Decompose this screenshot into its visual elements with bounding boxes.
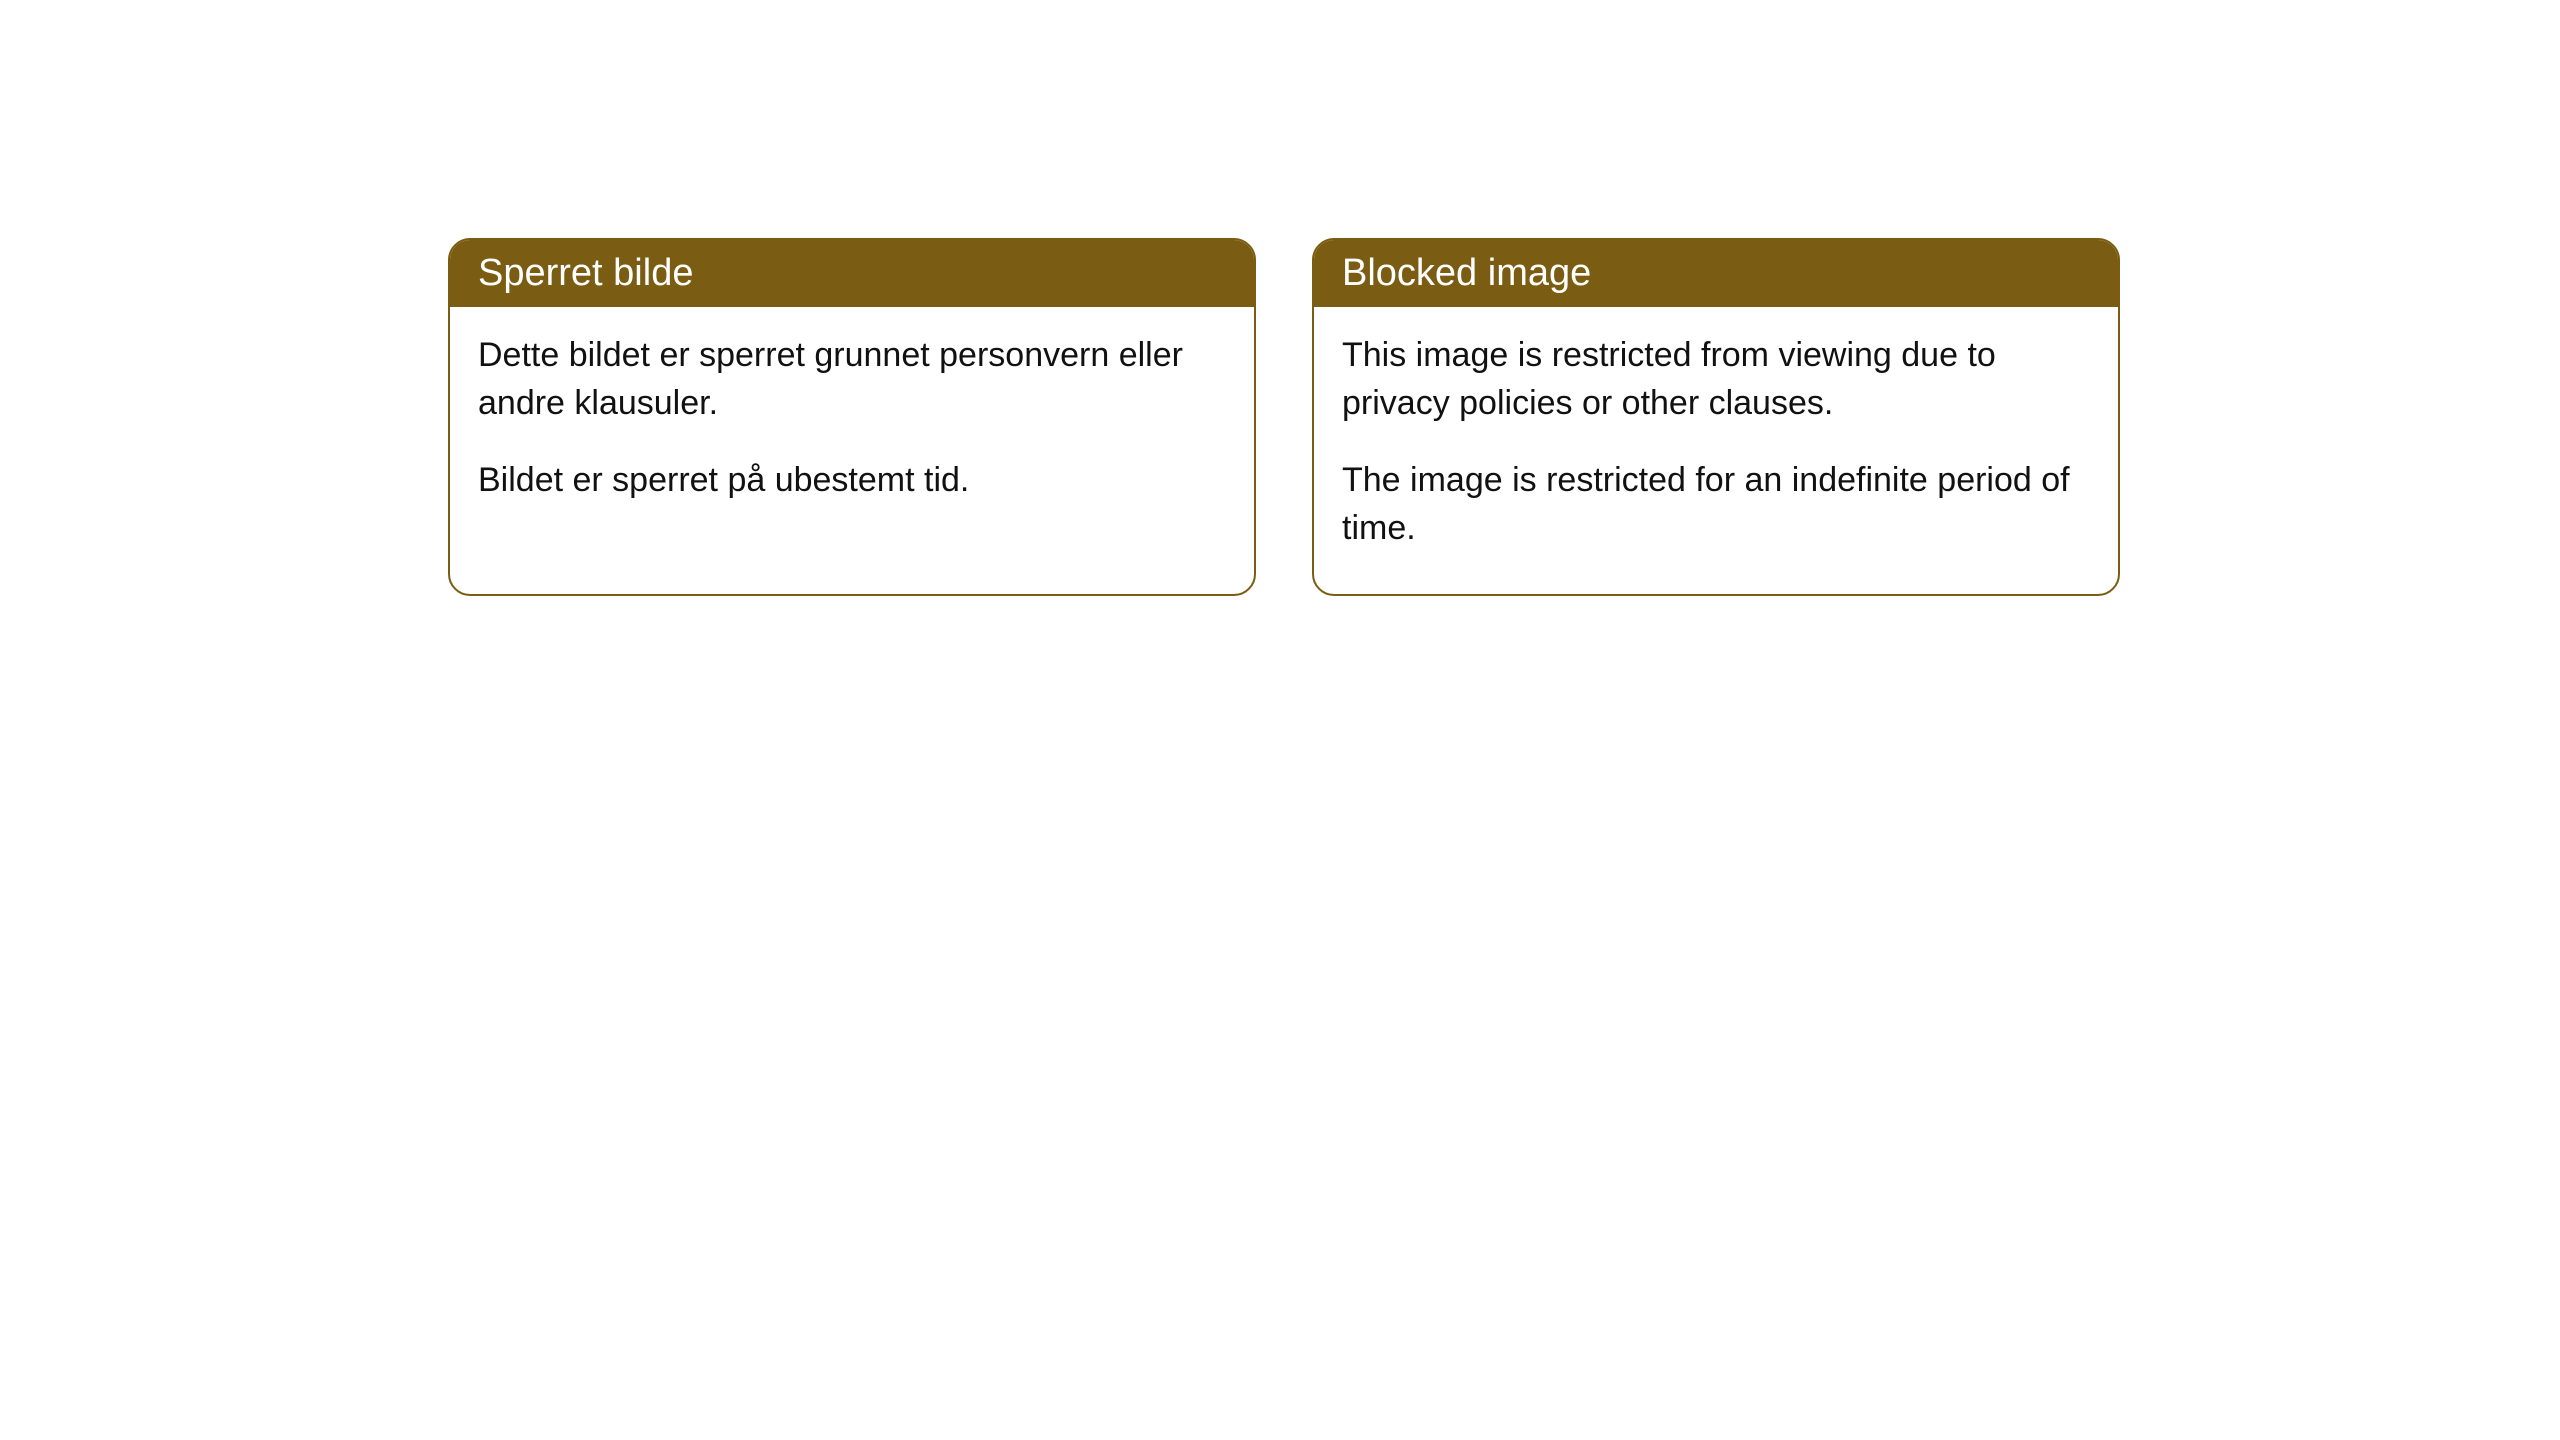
card-title: Sperret bilde (478, 252, 693, 294)
card-paragraph: Dette bildet er sperret grunnet personve… (478, 331, 1226, 428)
card-header: Sperret bilde (450, 240, 1254, 307)
card-paragraph: This image is restricted from viewing du… (1342, 331, 2090, 428)
notice-cards-container: Sperret bilde Dette bildet er sperret gr… (448, 238, 2120, 596)
card-header: Blocked image (1314, 240, 2118, 307)
card-paragraph: The image is restricted for an indefinit… (1342, 456, 2090, 553)
notice-card-english: Blocked image This image is restricted f… (1312, 238, 2120, 596)
card-title: Blocked image (1342, 252, 1591, 294)
card-paragraph: Bildet er sperret på ubestemt tid. (478, 456, 1226, 504)
card-body: Dette bildet er sperret grunnet personve… (450, 307, 1254, 546)
notice-card-norwegian: Sperret bilde Dette bildet er sperret gr… (448, 238, 1256, 596)
card-body: This image is restricted from viewing du… (1314, 307, 2118, 594)
